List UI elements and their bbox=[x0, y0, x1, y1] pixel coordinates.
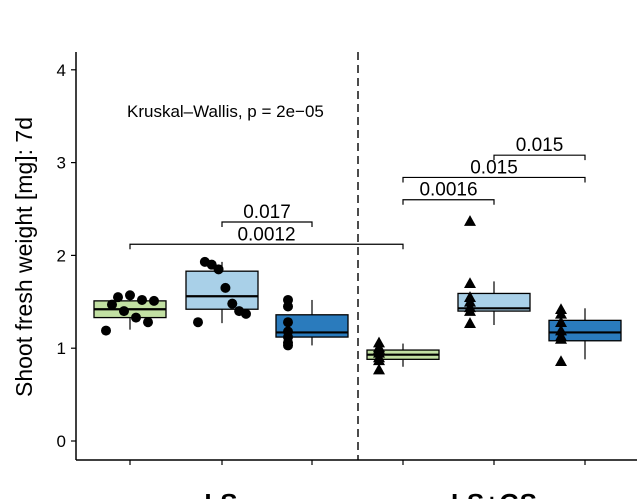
data-point bbox=[119, 306, 129, 317]
data-point bbox=[373, 336, 385, 348]
data-point bbox=[227, 298, 238, 309]
data-point bbox=[199, 256, 210, 267]
data-point bbox=[373, 363, 385, 375]
y-tick-label: 2 bbox=[57, 246, 66, 265]
data-point bbox=[283, 317, 293, 328]
comparison-p-value: 0.0016 bbox=[419, 180, 477, 201]
comparison-bracket bbox=[129, 243, 404, 250]
y-tick-label: 4 bbox=[57, 61, 66, 80]
box bbox=[548, 319, 622, 342]
y-tick-label: 3 bbox=[57, 154, 66, 173]
data-point bbox=[464, 277, 476, 289]
x-group-label: LS+GS bbox=[451, 488, 537, 499]
comparison-bracket bbox=[493, 154, 586, 161]
data-point bbox=[234, 306, 245, 317]
data-point bbox=[137, 294, 147, 305]
data-point bbox=[113, 292, 123, 303]
data-point bbox=[283, 294, 293, 305]
data-point bbox=[555, 324, 567, 336]
data-point bbox=[143, 317, 153, 328]
data-point bbox=[464, 215, 476, 226]
data-point bbox=[125, 290, 135, 301]
data-point bbox=[131, 312, 141, 323]
comparison-p-value: 0.015 bbox=[516, 135, 564, 156]
data-point bbox=[555, 316, 567, 328]
y-axis-label: Shoot fresh weight [mg]: 7d bbox=[11, 117, 37, 397]
data-point bbox=[464, 301, 476, 313]
data-point bbox=[149, 295, 159, 306]
data-point bbox=[101, 325, 111, 336]
data-point bbox=[555, 355, 567, 366]
comparison-bracket bbox=[402, 176, 586, 183]
stat-test-label: Kruskal–Wallis, p = 2e−05 bbox=[127, 102, 324, 121]
data-point bbox=[107, 299, 117, 310]
data-point bbox=[283, 326, 293, 337]
y-tick-label: 1 bbox=[57, 339, 66, 358]
data-point bbox=[464, 317, 476, 328]
comparison-p-value: 0.0012 bbox=[237, 224, 295, 245]
data-point bbox=[555, 330, 567, 341]
data-point bbox=[464, 291, 476, 302]
comparison-p-value: 0.015 bbox=[470, 157, 518, 178]
y-tick-label: 0 bbox=[57, 432, 66, 451]
data-point bbox=[555, 303, 567, 315]
box bbox=[457, 292, 531, 312]
data-point bbox=[220, 282, 231, 293]
x-group-label: LS bbox=[204, 488, 237, 499]
comparison-bracket bbox=[402, 199, 495, 205]
comparison-bracket bbox=[221, 221, 313, 227]
data-point bbox=[193, 317, 203, 328]
comparison-p-value: 0.017 bbox=[243, 202, 291, 223]
